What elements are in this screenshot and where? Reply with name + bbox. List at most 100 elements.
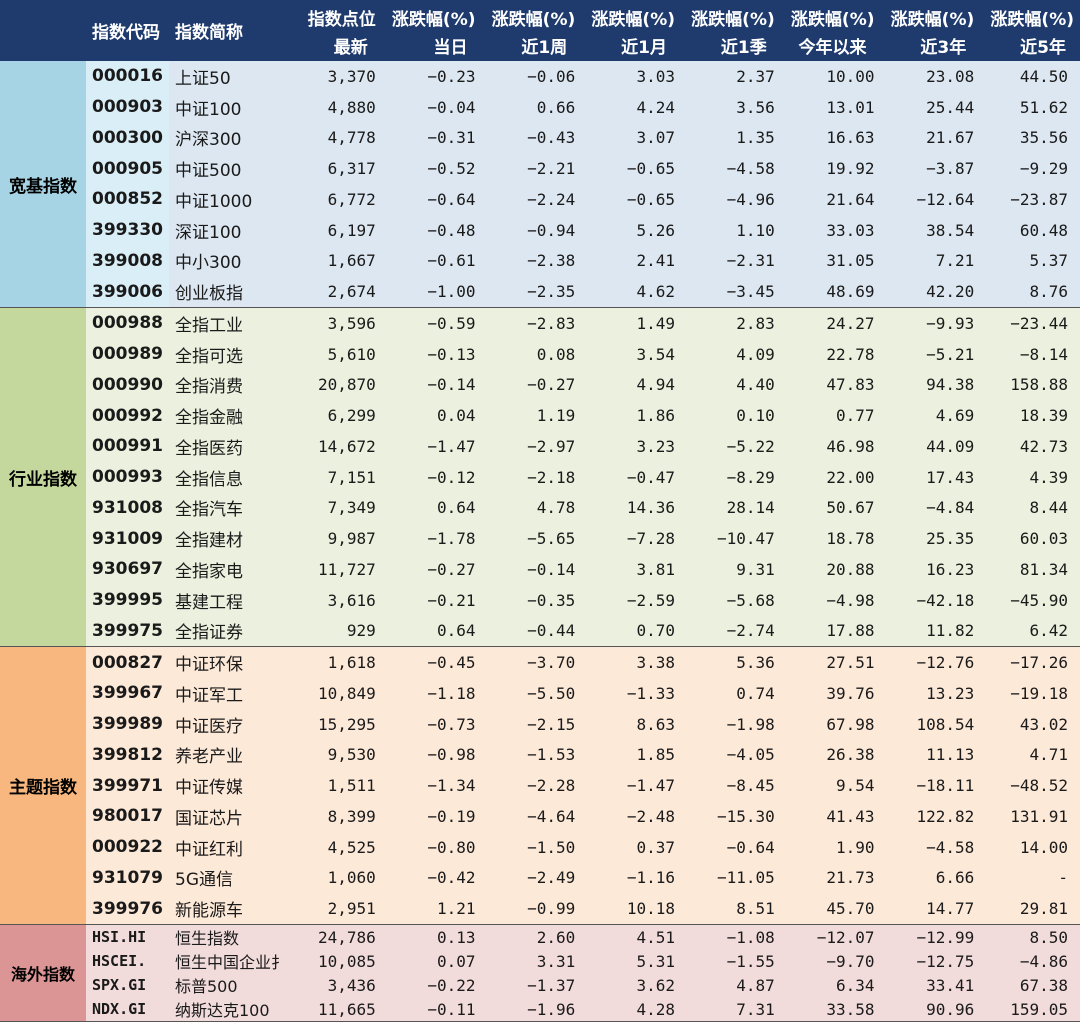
cell-code: 931079 <box>86 862 169 894</box>
table-row: 980017 国证芯片 8,399 −0.19 −4.64 −2.48 −15.30 41.4… <box>0 801 1080 832</box>
cell-chg-ytd: 50.67 <box>780 492 881 524</box>
cell-chg-3y: 16.23 <box>880 554 981 585</box>
cell-chg-ytd: 0.77 <box>780 400 881 431</box>
cell-points: 4,880 <box>282 91 382 123</box>
cell-chg-1q: 2.37 <box>681 61 781 92</box>
group-label: 行业指数 <box>0 307 86 648</box>
index-group: 主题指数 000827 中证环保 1,618 −0.45 −3.70 3.38 5.36 27.… <box>0 646 1080 926</box>
cell-name: 全指汽车 <box>169 492 282 524</box>
cell-code: 000993 <box>86 461 169 493</box>
table-row: 行业指数 000988 全指工业 3,596 −0.59 −2.83 1.49 2.83 24.… <box>0 307 1080 648</box>
header-change-1: 涨跌幅(%) <box>381 0 482 30</box>
cell-name: 国证芯片 <box>169 801 282 832</box>
cell-chg-1m: 14.36 <box>581 492 681 524</box>
table-row: 399976 新能源车 2,951 1.21 −0.99 10.18 8.51 45.70 14… <box>0 893 1080 926</box>
cell-chg-5y: 81.34 <box>980 554 1080 585</box>
cell-code: 399006 <box>86 276 169 309</box>
cell-chg-ytd: 45.70 <box>780 893 881 926</box>
cell-chg-1q: −0.64 <box>681 831 781 863</box>
cell-code: 000852 <box>86 184 169 215</box>
cell-chg-5y: 4.39 <box>980 461 1080 493</box>
cell-code: 399975 <box>86 615 169 648</box>
cell-chg-5y: 4.71 <box>980 739 1080 771</box>
cell-points: 7,349 <box>282 492 382 524</box>
cell-chg-1w: −2.49 <box>481 862 582 894</box>
cell-code: 931009 <box>86 523 169 554</box>
cell-chg-1w: −4.64 <box>481 801 582 832</box>
cell-chg-3y: 4.69 <box>880 400 981 431</box>
cell-chg-5y: −4.86 <box>980 949 1080 973</box>
cell-code: HSI.HI <box>86 924 169 949</box>
cell-points: 3,436 <box>282 973 382 997</box>
cell-chg-3y: 42.20 <box>880 276 981 309</box>
cell-chg-today: −0.12 <box>381 461 482 493</box>
cell-chg-3y: 38.54 <box>880 214 981 246</box>
cell-chg-ytd: 33.03 <box>780 214 881 246</box>
cell-chg-1w: −0.44 <box>481 615 582 648</box>
cell-name: 中小300 <box>169 245 282 277</box>
cell-name: 全指可选 <box>169 338 282 370</box>
cell-chg-today: −0.21 <box>381 584 482 616</box>
cell-chg-today: −0.42 <box>381 862 482 894</box>
cell-name: 5G通信 <box>169 862 282 894</box>
table-row: 399995 基建工程 3,616 −0.21 −0.35 −2.59 −5.68 −4.98… <box>0 584 1080 616</box>
cell-chg-1m: 4.94 <box>581 369 681 401</box>
table-row: 000852 中证1000 6,772 −0.64 −2.24 −0.65 −4.96 21.… <box>0 184 1080 215</box>
cell-chg-ytd: 10.00 <box>780 61 881 92</box>
cell-code: 000988 <box>86 307 169 339</box>
cell-chg-5y: 8.50 <box>980 924 1080 949</box>
cell-chg-1q: −2.31 <box>681 245 781 277</box>
cell-points: 929 <box>282 615 382 648</box>
table-row: 000300 沪深300 4,778 −0.31 −0.43 3.07 1.35 16.63 2… <box>0 122 1080 154</box>
cell-chg-today: −1.34 <box>381 770 482 801</box>
cell-chg-1w: 3.31 <box>481 949 582 973</box>
cell-code: 399989 <box>86 708 169 740</box>
cell-chg-1w: 1.19 <box>481 400 582 431</box>
cell-chg-1m: −2.48 <box>581 801 681 832</box>
cell-chg-1w: −0.27 <box>481 369 582 401</box>
cell-points: 6,317 <box>282 153 382 184</box>
cell-chg-1w: −2.24 <box>481 184 582 215</box>
cell-chg-1m: 3.38 <box>581 646 681 678</box>
cell-code: 399008 <box>86 245 169 277</box>
cell-chg-5y: −8.14 <box>980 338 1080 370</box>
cell-chg-5y: 18.39 <box>980 400 1080 431</box>
cell-chg-ytd: 27.51 <box>780 646 881 678</box>
header-1w: 近1周 <box>481 30 582 61</box>
cell-chg-3y: −12.64 <box>880 184 981 215</box>
cell-code: HSCEI. <box>86 949 169 973</box>
table-row: 000989 全指可选 5,610 −0.13 0.08 3.54 4.09 22.78 −5.… <box>0 338 1080 370</box>
cell-chg-1w: −0.43 <box>481 122 582 154</box>
cell-chg-1q: −8.29 <box>681 461 781 493</box>
cell-chg-3y: 25.35 <box>880 523 981 554</box>
table-row: 931079 5G通信 1,060 −0.42 −2.49 −1.16 −11.05 21.7… <box>0 862 1080 894</box>
cell-chg-1q: 8.51 <box>681 893 781 926</box>
cell-points: 4,525 <box>282 831 382 863</box>
cell-chg-5y: 35.56 <box>980 122 1080 154</box>
cell-chg-1q: −3.45 <box>681 276 781 309</box>
cell-chg-3y: 108.54 <box>880 708 981 740</box>
cell-code: 000827 <box>86 646 169 678</box>
cell-name: 基建工程 <box>169 584 282 616</box>
cell-points: 6,299 <box>282 400 382 431</box>
table-row: 930697 全指家电 11,727 −0.27 −0.14 3.81 9.31 20.88 1… <box>0 554 1080 585</box>
cell-chg-today: 1.21 <box>381 893 482 926</box>
cell-name: 全指信息 <box>169 461 282 493</box>
cell-chg-1w: 0.08 <box>481 338 582 370</box>
cell-chg-1w: −0.06 <box>481 61 582 92</box>
table-row: 931008 全指汽车 7,349 0.64 4.78 14.36 28.14 50.67 −4… <box>0 492 1080 524</box>
cell-points: 9,987 <box>282 523 382 554</box>
cell-chg-today: −0.14 <box>381 369 482 401</box>
cell-chg-ytd: 48.69 <box>780 276 881 309</box>
cell-name: 全指消费 <box>169 369 282 401</box>
table-row: 宽基指数 000016 上证50 3,370 −0.23 −0.06 3.03 2.37 10.… <box>0 61 1080 308</box>
cell-chg-1m: 0.37 <box>581 831 681 863</box>
cell-chg-1q: 9.31 <box>681 554 781 585</box>
cell-code: 399967 <box>86 678 169 709</box>
header-points: 指数点位 <box>282 0 382 30</box>
cell-code: 980017 <box>86 801 169 832</box>
cell-chg-1m: −2.59 <box>581 584 681 616</box>
header-change-6: 涨跌幅(%) <box>880 0 981 30</box>
cell-chg-1m: 1.49 <box>581 307 681 339</box>
